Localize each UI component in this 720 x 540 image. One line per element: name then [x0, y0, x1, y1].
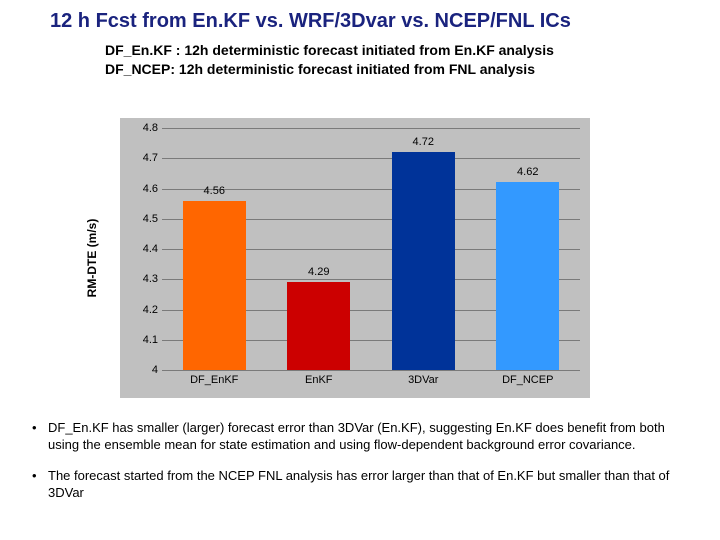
- bar-value-label: 4.56: [204, 185, 225, 197]
- legend-block: DF_En.KF : 12h deterministic forecast in…: [0, 41, 720, 79]
- legend-lead-1: DF_En.KF :: [105, 42, 180, 58]
- legend-line-2: DF_NCEP: 12h deterministic forecast init…: [105, 60, 720, 79]
- legend-lead-2: DF_NCEP:: [105, 61, 175, 77]
- bar: 4.72: [392, 152, 455, 370]
- legend-rest-1: 12h deterministic forecast initiated fro…: [180, 42, 553, 58]
- y-tick-label: 4.7: [128, 152, 158, 164]
- bar: 4.29: [287, 282, 350, 370]
- y-tick-label: 4.8: [128, 122, 158, 134]
- y-tick-label: 4.6: [128, 183, 158, 195]
- y-tick-label: 4: [128, 364, 158, 376]
- y-tick-label: 4.5: [128, 213, 158, 225]
- bar-value-label: 4.72: [413, 136, 434, 148]
- bar: 4.62: [496, 182, 559, 370]
- bullet-list: DF_En.KF has smaller (larger) forecast e…: [30, 420, 690, 516]
- x-axis: DF_EnKF EnKF 3DVar DF_NCEP: [162, 374, 580, 392]
- y-tick-label: 4.2: [128, 304, 158, 316]
- bars-container: 4.56 4.29 4.72 4.62: [162, 128, 580, 370]
- bar-value-label: 4.29: [308, 266, 329, 278]
- bar: 4.56: [183, 201, 246, 370]
- legend-line-1: DF_En.KF : 12h deterministic forecast in…: [105, 41, 720, 60]
- grid-line: [162, 370, 580, 371]
- y-tick-label: 4.4: [128, 243, 158, 255]
- bullet-item: The forecast started from the NCEP FNL a…: [30, 468, 690, 502]
- y-tick-label: 4.3: [128, 273, 158, 285]
- y-tick-label: 4.1: [128, 334, 158, 346]
- page-title: 12 h Fcst from En.KF vs. WRF/3Dvar vs. N…: [0, 0, 720, 41]
- y-axis-label: RM-DTE (m/s): [85, 219, 99, 298]
- legend-rest-2: 12h deterministic forecast initiated fro…: [175, 61, 535, 77]
- plot-area: 44.14.24.34.44.54.64.74.8 4.564.294.724.…: [162, 128, 580, 370]
- bar-chart: RM-DTE (m/s) 44.14.24.34.44.54.64.74.8 4…: [120, 118, 590, 398]
- x-tick-label: DF_NCEP: [502, 374, 553, 386]
- x-tick-label: DF_EnKF: [190, 374, 238, 386]
- bullet-item: DF_En.KF has smaller (larger) forecast e…: [30, 420, 690, 454]
- x-tick-label: 3DVar: [408, 374, 438, 386]
- x-tick-label: EnKF: [305, 374, 333, 386]
- bar-value-label: 4.62: [517, 166, 538, 178]
